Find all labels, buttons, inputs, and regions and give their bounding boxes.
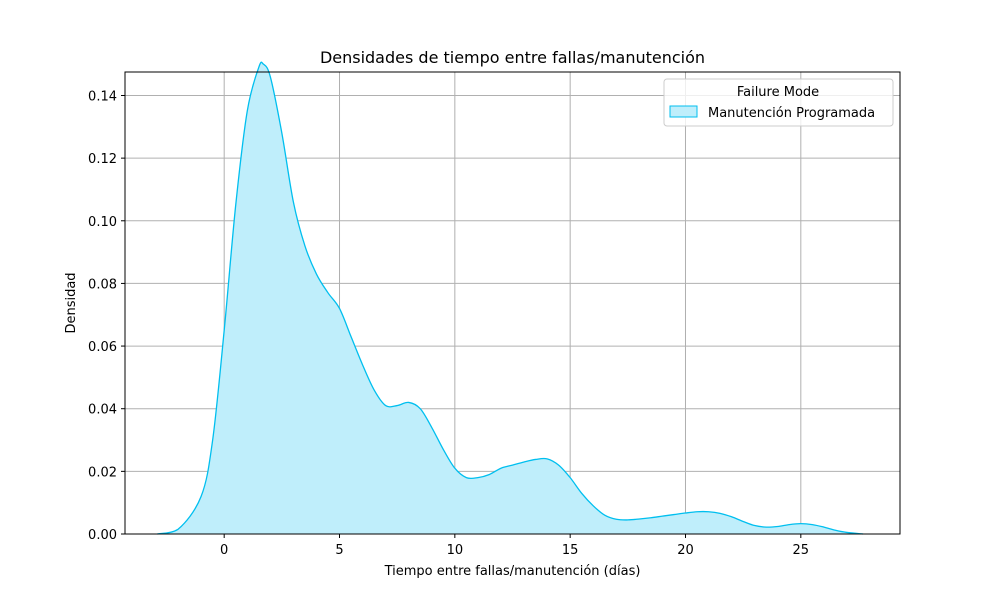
- chart-title: Densidades de tiempo entre fallas/manute…: [320, 48, 705, 67]
- legend-box: [663, 78, 894, 127]
- density-line: [157, 61, 864, 535]
- legend-swatch: [669, 105, 698, 118]
- y-tick-label: 0.04: [88, 403, 117, 418]
- y-tick-label: 0.10: [88, 215, 117, 230]
- x-axis-ticks: 0 5 10 15 20 25: [220, 534, 809, 558]
- axes-frame: [124, 71, 901, 535]
- y-tick-label: 0.12: [88, 152, 117, 167]
- y-tick-label: 0.00: [88, 528, 117, 543]
- y-axis-label: Densidad: [64, 272, 79, 333]
- legend-entry-label: Manutención Programada: [708, 106, 875, 121]
- y-axis-ticks: 0.00 0.02 0.04 0.06 0.08 0.10 0.12 0.14: [88, 89, 125, 543]
- x-tick-label: 5: [335, 543, 343, 558]
- density-area: [157, 61, 864, 535]
- x-tick-label: 10: [447, 543, 464, 558]
- x-tick-label: 25: [793, 543, 810, 558]
- y-tick-label: 0.02: [88, 465, 117, 480]
- x-tick-label: 15: [562, 543, 579, 558]
- x-tick-label: 20: [677, 543, 694, 558]
- y-tick-label: 0.14: [88, 89, 117, 104]
- legend-title: Failure Mode: [737, 85, 819, 100]
- y-tick-label: 0.08: [88, 277, 117, 292]
- x-tick-label: 0: [220, 543, 228, 558]
- x-axis-label: Tiempo entre fallas/manutención (días): [384, 564, 641, 579]
- legend: Failure Mode Manutención Programada: [663, 78, 894, 127]
- density-fill: [157, 62, 864, 535]
- y-tick-label: 0.06: [88, 340, 117, 355]
